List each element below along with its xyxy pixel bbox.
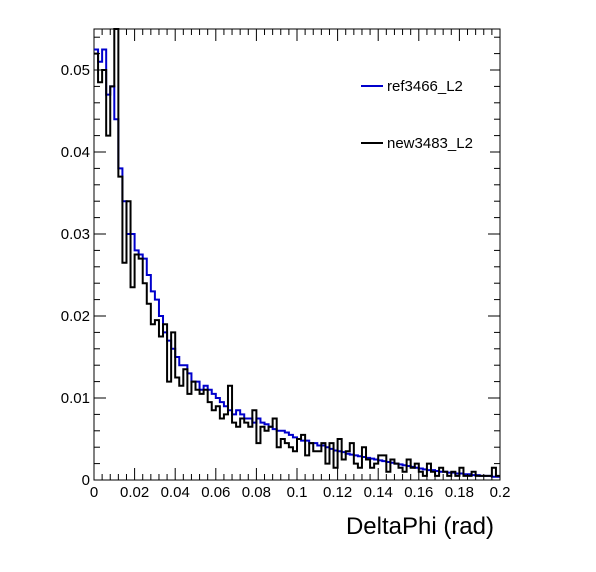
legend-label-new: new3483_L2: [387, 135, 473, 152]
x-tick-label: 0.1: [287, 484, 308, 501]
x-tick-label: 0.04: [161, 484, 190, 501]
x-tick-label: 0.14: [364, 484, 393, 501]
x-tick-label: 0.06: [201, 484, 230, 501]
x-axis-title: DeltaPhi (rad): [346, 513, 494, 540]
x-tick-label: 0.08: [242, 484, 271, 501]
legend-box: [355, 65, 490, 170]
x-tick-label: 0: [90, 484, 98, 501]
x-tick-label: 0.16: [404, 484, 433, 501]
x-tick-label: 0.2: [490, 484, 511, 501]
x-tick-label: 0.18: [445, 484, 474, 501]
x-tick-label: 0.12: [323, 484, 352, 501]
series-line-new: [94, 28, 500, 477]
axis-layer: 0 0.02 0.04 0.06 0.08 0.1 0.12 0.14 0.16 0.18 0.2 0…: [61, 29, 511, 501]
y-tick-label: 0.04: [61, 144, 90, 161]
legend-label-ref: ref3466_L2: [387, 78, 463, 95]
legend: ref3466_L2 new3483_L2: [355, 65, 490, 170]
x-tick-label: 0.02: [120, 484, 149, 501]
y-tick-label: 0.03: [61, 226, 90, 243]
y-tick-label: 0: [82, 472, 90, 489]
y-tick-label: 0.01: [61, 390, 90, 407]
y-tick-label: 0.02: [61, 308, 90, 325]
y-tick-label: 0.05: [61, 62, 90, 79]
